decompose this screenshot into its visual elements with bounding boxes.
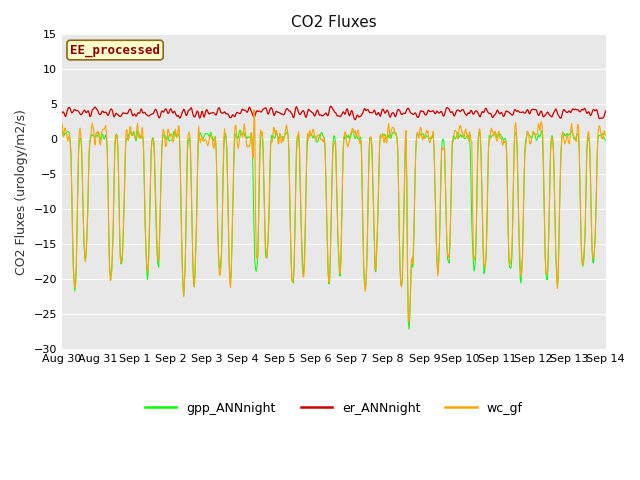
wc_gf (124, 135, 132, 141)
gpp_ANNnight (124, 136, 132, 142)
Line: gpp_ANNnight: gpp_ANNnight (62, 130, 605, 329)
er_ANNnight (208, 110, 216, 116)
er_ANNnight (327, 103, 335, 109)
Text: EE_processed: EE_processed (70, 43, 160, 57)
er_ANNnight (417, 108, 425, 114)
gpp_ANNnight (179, 283, 187, 288)
Y-axis label: CO2 Fluxes (urology/m2/s): CO2 Fluxes (urology/m2/s) (15, 108, 28, 275)
wc_gf (68, 188, 76, 194)
er_ANNnight (179, 108, 187, 114)
gpp_ANNnight (208, 132, 216, 138)
Title: CO2 Fluxes: CO2 Fluxes (291, 15, 377, 30)
Line: wc_gf: wc_gf (62, 110, 605, 322)
er_ANNnight (401, 111, 409, 117)
Legend: gpp_ANNnight, er_ANNnight, wc_gf: gpp_ANNnight, er_ANNnight, wc_gf (140, 396, 527, 420)
er_ANNnight (68, 110, 76, 116)
gpp_ANNnight (602, 138, 609, 144)
wc_gf (208, 136, 216, 142)
wc_gf (405, 319, 413, 325)
wc_gf (602, 133, 609, 139)
wc_gf (58, 120, 66, 126)
wc_gf (250, 107, 258, 113)
wc_gf (179, 281, 187, 287)
Line: er_ANNnight: er_ANNnight (62, 106, 605, 120)
gpp_ANNnight (58, 127, 66, 133)
gpp_ANNnight (417, 132, 424, 138)
gpp_ANNnight (405, 326, 413, 332)
er_ANNnight (602, 108, 609, 114)
gpp_ANNnight (400, 219, 408, 225)
wc_gf (401, 175, 408, 181)
wc_gf (417, 125, 425, 131)
er_ANNnight (58, 110, 66, 116)
er_ANNnight (351, 117, 359, 122)
gpp_ANNnight (68, 186, 76, 192)
er_ANNnight (124, 110, 132, 116)
